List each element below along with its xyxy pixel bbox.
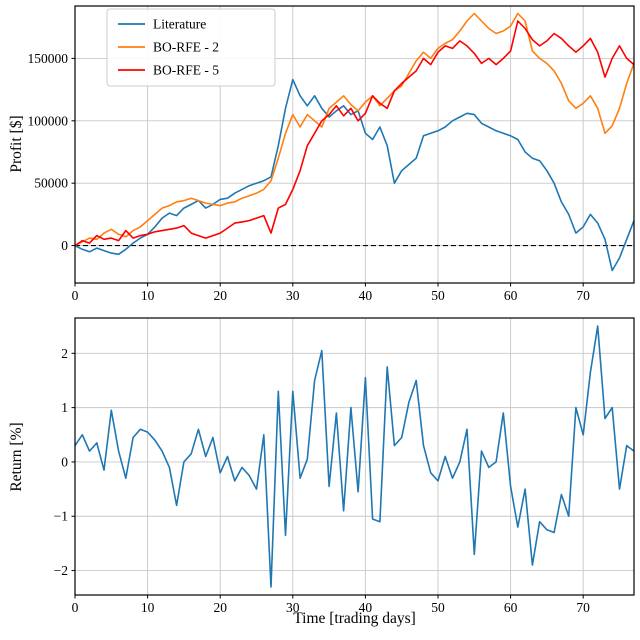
return-chart: 0 10 20 30 40 50 60 70 −2 −1 0 1 2 xyxy=(54,317,635,615)
legend: Literature BO-RFE - 2 BO-RFE - 5 xyxy=(106,8,276,87)
profit-chart: 0 10 20 30 40 50 60 70 0 50000 100000 150000 Literat… xyxy=(28,5,635,303)
x-tick-label: 30 xyxy=(286,288,300,303)
y-tick-label: 100000 xyxy=(28,113,69,128)
x-tick-label: 40 xyxy=(359,600,373,615)
y-tick-label: −1 xyxy=(54,509,68,524)
legend-entry-bo-rfe-5: BO-RFE - 5 xyxy=(118,63,219,78)
x-tick-label: 10 xyxy=(141,600,155,615)
x-tick-label: 60 xyxy=(504,288,518,303)
x-tick-label: 20 xyxy=(213,600,227,615)
y-tick-label: 0 xyxy=(61,454,68,469)
x-tick-label: 0 xyxy=(72,600,79,615)
x-tick-label: 50 xyxy=(431,600,445,615)
x-tick-label: 60 xyxy=(504,600,518,615)
y-tick-label: −2 xyxy=(54,563,68,578)
series-line-bo-rfe-2 xyxy=(74,12,635,247)
series-line-bo-rfe-5 xyxy=(74,20,635,247)
y-tick-label: 50000 xyxy=(34,176,68,191)
y-tick-label: 0 xyxy=(61,238,68,253)
x-tick-label: 40 xyxy=(359,288,373,303)
x-tick-label: 20 xyxy=(213,288,227,303)
profit-plot-border xyxy=(74,5,635,284)
time-x-axis-label: Time [trading days] xyxy=(293,610,416,627)
legend-entry-literature: Literature xyxy=(118,17,206,32)
x-tick-label: 10 xyxy=(141,288,155,303)
x-tick-label: 50 xyxy=(431,288,445,303)
legend-entry-bo-rfe-2: BO-RFE - 2 xyxy=(118,40,219,55)
series-line-return xyxy=(74,325,635,588)
x-tick-label: 30 xyxy=(286,600,300,615)
x-tick-label: 0 xyxy=(72,288,79,303)
return-y-axis-label: Return [%] xyxy=(8,422,25,492)
legend-label: Literature xyxy=(153,17,206,32)
y-tick-label: 2 xyxy=(61,346,68,361)
y-tick-label: 1 xyxy=(61,400,68,415)
return-plot-border xyxy=(74,317,635,596)
legend-frame xyxy=(106,8,276,87)
x-tick-label: 70 xyxy=(576,600,590,615)
x-tick-label: 70 xyxy=(576,288,590,303)
legend-label: BO-RFE - 2 xyxy=(153,40,219,55)
series-line-literature xyxy=(74,78,635,272)
y-tick-label: 150000 xyxy=(28,51,69,66)
legend-label: BO-RFE - 5 xyxy=(153,63,219,78)
profit-y-axis-label: Profit [$] xyxy=(8,115,25,173)
